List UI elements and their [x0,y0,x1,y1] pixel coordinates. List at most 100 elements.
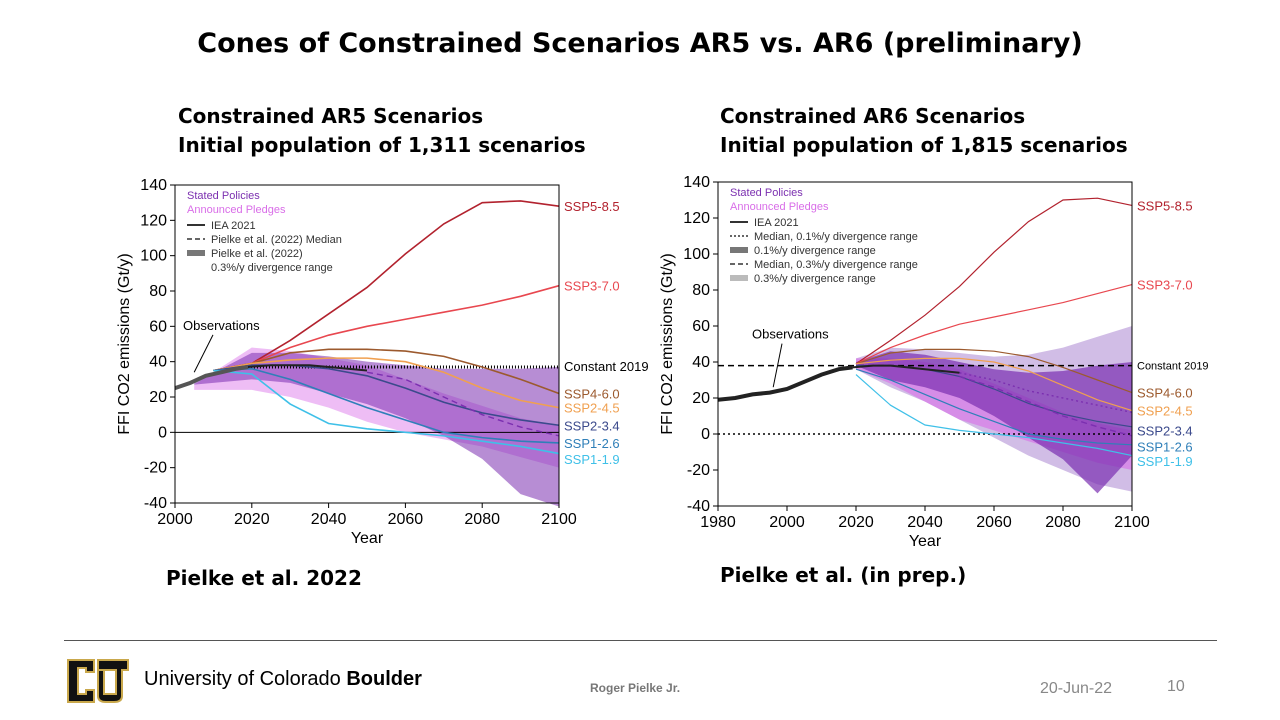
ssp2-3-4-label: SSP2-3.4 [564,418,620,433]
ssp5-8-5-line [213,200,560,372]
ssp1-2-6-line [855,368,1133,446]
ssp3-7-0-line [855,284,1133,365]
ssp1-2-6-label: SSP1-2.6 [1137,440,1193,455]
y-tick-label: -40 [687,498,710,515]
x-tick-label: 2040 [907,514,943,531]
y-tick-label: -40 [144,495,167,512]
legend-entry-pielke-et-al-2022: Pielke et al. (2022) [211,248,303,260]
x-tick-label: 2060 [976,514,1012,531]
left-citation: Pielke et al. 2022 [166,566,362,590]
y-tick-label: 0 [701,426,710,443]
left-chart-title: Constrained AR5 Scenarios [178,104,484,128]
stated-policies-range-band [194,352,559,507]
ssp5-8-5-label: SSP5-8.5 [1137,198,1193,213]
ssp1-1-9-line [855,374,1133,457]
footer-divider [64,640,1217,641]
y-tick-label: 60 [149,318,167,335]
ssp1-2-6-line [213,367,560,444]
x-tick-label: 2060 [388,511,424,528]
x-tick-label: 2020 [234,511,270,528]
x-tick-label: 2040 [311,511,347,528]
x-tick-label: 2020 [838,514,874,531]
ssp1-1-9-line [213,369,560,455]
left-chart-heading: Constrained AR5 Scenarios Initial popula… [178,102,586,160]
legend-announced-pledges: Announced Pledges [730,201,829,213]
y-tick-label: 140 [683,174,710,191]
x-tick-label: 2100 [541,511,577,528]
y-axis-label: FFI CO2 emissions (Gt/y) [659,253,676,434]
ssp1-2-6-label: SSP1-2.6 [564,436,620,451]
observations-line [717,365,853,402]
page-number: 10 [1167,678,1185,695]
y-tick-label: 80 [692,282,710,299]
y-tick-label: 20 [692,390,710,407]
slide-date: 20-Jun-22 [1040,680,1113,697]
stated-policies-range-band [856,351,1132,494]
ssp3-7-0-label: SSP3-7.0 [564,279,620,294]
y-tick-label: -20 [687,462,710,479]
y-tick-label: 80 [149,283,167,300]
constant-2019-label: Constant 2019 [564,359,649,374]
observations-pointer [772,343,783,388]
legend-entry-iea-2021: IEA 2021 [211,220,256,232]
y-tick-label: 120 [683,210,710,227]
right-chart-population: Initial population of 1,815 scenarios [720,133,1128,157]
right-citation: Pielke et al. (in prep.) [720,563,967,587]
cu-logo-icon [67,659,129,703]
y-tick-label: 20 [149,389,167,406]
legend-entry-iea-2021: IEA 2021 [754,217,799,229]
ssp1-1-9-label: SSP1-1.9 [564,452,620,467]
x-tick-label: 1980 [700,514,736,531]
observations-line [174,364,249,391]
ssp3-7-0-label: SSP3-7.0 [1137,278,1193,293]
ssp3-7-0-line [213,284,560,372]
left-chart-population: Initial population of 1,311 scenarios [178,133,586,157]
legend-entry-median-0-3-y-divergence-range: Median, 0.3%/y divergence range [754,259,918,271]
y-tick-label: 40 [692,354,710,371]
observations-pointer [193,334,214,373]
y-tick-label: 140 [140,177,167,194]
ssp5-8-5-line [855,197,1133,365]
ssp4-6-0-label: SSP4-6.0 [1137,386,1193,401]
y-tick-label: 100 [140,248,167,265]
plot-frame [174,184,560,504]
ssp2-4-5-label: SSP2-4.5 [1137,404,1193,419]
ssp2-4-5-line [855,357,1133,412]
ssp1-1-9-label: SSP1-1.9 [1137,454,1193,469]
slide-title: Cones of Constrained Scenarios AR5 vs. A… [197,28,1083,59]
x-tick-label: 2000 [157,511,193,528]
university-name-bold: Boulder [346,668,422,690]
right-chart-heading: Constrained AR6 Scenarios Initial popula… [720,102,1128,160]
ssp2-3-4-label: SSP2-3.4 [1137,423,1193,438]
ssp4-6-0-line [213,348,560,395]
university-name-plain: University of Colorado [144,668,347,690]
ssp2-4-5-line [213,357,560,409]
author: Roger Pielke Jr. [590,681,681,695]
ssp2-4-5-label: SSP2-4.5 [564,401,620,416]
y-tick-label: 100 [683,246,710,263]
x-tick-label: 2100 [1114,514,1150,531]
x-tick-label: 2080 [1045,514,1081,531]
ssp4-6-0-line [855,348,1133,394]
legend-entry-0-3-y-divergence-range: 0.3%/y divergence range [754,273,876,285]
y-tick-label: 120 [140,212,167,229]
y-tick-label: -20 [144,460,167,477]
university-name: University of Colorado Boulder [144,668,422,691]
pielke-et-al-2022-median-line [366,371,560,437]
legend-entry-0-1-y-divergence-range: 0.1%/y divergence range [754,245,876,257]
legend-entry-0-3-y-divergence-range: 0.3%/y divergence range [211,262,333,274]
legend-announced-pledges: Announced Pledges [187,204,286,216]
x-tick-label: 2000 [769,514,805,531]
legend-stated-policies: Stated Policies [187,190,260,202]
legend-entry-median-0-1-y-divergence-range: Median, 0.1%/y divergence range [754,231,918,243]
median-0-3-y-divergence-range-line [959,375,1133,437]
y-tick-label: 0 [158,424,167,441]
x-axis-label: Year [351,530,384,547]
y-tick-label: 60 [692,318,710,335]
iea-2021-line [852,364,960,374]
iea-2021-line [247,364,368,372]
observations-label: Observations [183,318,260,333]
x-tick-label: 2080 [464,511,500,528]
